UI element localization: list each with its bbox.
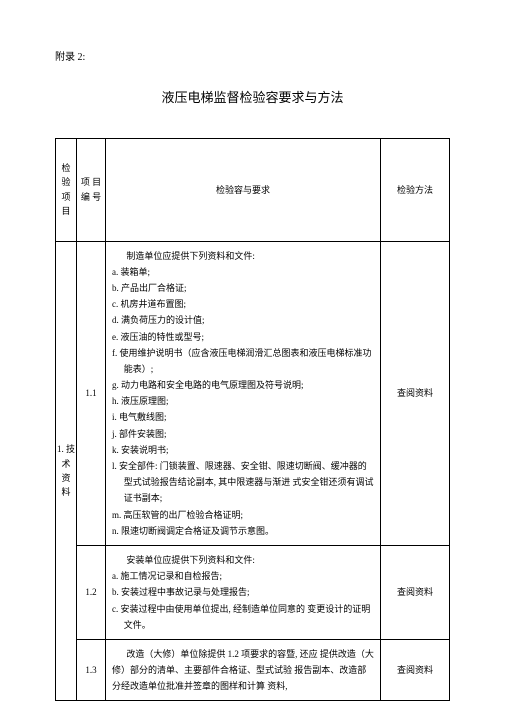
hdr-category: 检 验 项 目 [56, 139, 77, 242]
itemno-cell: 1.1 [77, 241, 106, 545]
itemno-cell: 1.3 [77, 639, 106, 701]
category-cell: 1. 技 术 资 料 [56, 241, 77, 701]
content-cell: 安装单位应提供下列资料和文件: a. 施工情况记录和自检报告; b. 安装过程中… [106, 545, 381, 639]
method-cell: 查阅资料 [381, 241, 450, 545]
inspection-table: 检 验 项 目 项 目 编 号 检验容与要求 检验方法 1. 技 术 资 料 1… [55, 138, 450, 701]
method-cell: 查阅资料 [381, 639, 450, 701]
table-row: 1. 技 术 资 料 1.1 制造单位应提供下列资料和文件: a. 装箱单; b… [56, 241, 450, 545]
page-title: 液压电梯监督检验容要求与方法 [55, 87, 450, 106]
header-row: 检 验 项 目 项 目 编 号 检验容与要求 检验方法 [56, 139, 450, 242]
method-cell: 查阅资料 [381, 545, 450, 639]
hdr-itemno: 项 目 编 号 [77, 139, 106, 242]
itemno-cell: 1.2 [77, 545, 106, 639]
hdr-method: 检验方法 [381, 139, 450, 242]
content-cell: 制造单位应提供下列资料和文件: a. 装箱单; b. 产品出厂合格证; c. 机… [106, 241, 381, 545]
appendix-label: 附录 2: [55, 48, 450, 63]
table-row: 1.3 改造（大修）单位除提供 1.2 项要求的容暨, 还应 提供改造（大修）部… [56, 639, 450, 701]
content-cell: 改造（大修）单位除提供 1.2 项要求的容暨, 还应 提供改造（大修）部分的清单… [106, 639, 381, 701]
table-row: 1.2 安装单位应提供下列资料和文件: a. 施工情况记录和自检报告; b. 安… [56, 545, 450, 639]
hdr-content: 检验容与要求 [106, 139, 381, 242]
